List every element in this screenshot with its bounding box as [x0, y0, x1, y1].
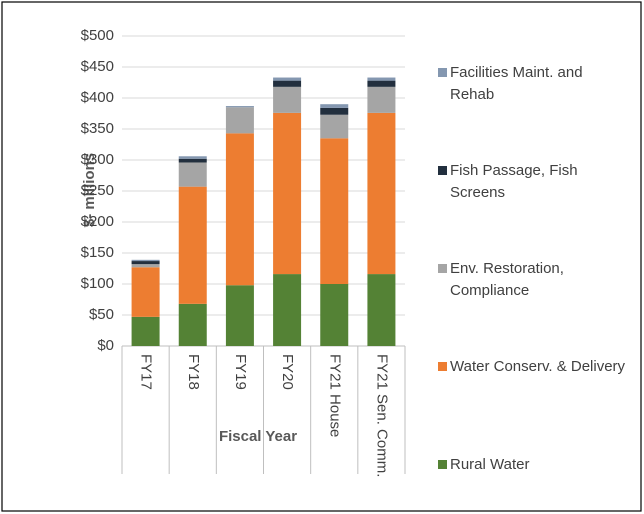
bar-segment	[178, 303, 207, 346]
bar-segment	[178, 162, 207, 187]
bar-segment	[367, 274, 396, 346]
y-tick-label: $200	[81, 213, 114, 230]
bar-segment	[320, 284, 349, 346]
y-tick-label: $100	[81, 275, 114, 292]
x-tick-label: FY20	[279, 354, 296, 390]
legend-label: Water Conserv. & Delivery	[450, 358, 626, 375]
legend-swatch	[438, 460, 447, 469]
bar-segment	[273, 77, 302, 81]
legend-label: Facilities Maint. and Rehab	[450, 64, 583, 103]
y-tick-label: $150	[81, 244, 114, 261]
x-tick-label: FY19	[232, 354, 249, 390]
y-tick-label: $500	[81, 27, 114, 44]
x-tick-label: FY17	[138, 354, 155, 390]
bar-segment	[273, 112, 302, 275]
legend-swatch	[438, 166, 447, 175]
bar-segment	[178, 158, 207, 163]
x-axis-title: Fiscal Year	[219, 428, 297, 445]
legend-swatch	[438, 362, 447, 371]
legend-label: Rural Water	[450, 456, 530, 473]
bar-segment	[131, 316, 160, 346]
y-tick-label: $450	[81, 58, 114, 75]
y-tick-label: $350	[81, 120, 114, 137]
bar-segment	[367, 112, 396, 275]
x-tick-label: FY21 House	[326, 354, 343, 437]
bar-segment	[320, 114, 349, 139]
bar-segment	[131, 261, 160, 265]
bar-segment	[273, 80, 302, 87]
bar-segment	[367, 80, 396, 87]
bar-segment	[225, 106, 254, 108]
legend-swatch	[438, 264, 447, 273]
bar-segment	[367, 77, 396, 81]
legend-label: Env. Restoration, Compliance	[450, 260, 564, 299]
bar-segment	[273, 86, 302, 113]
x-tick-label: FY18	[185, 354, 202, 390]
bar-segment	[178, 156, 207, 159]
bar-segment	[178, 186, 207, 304]
bar-segment	[320, 138, 349, 284]
y-tick-label: $250	[81, 182, 114, 199]
bar-segment	[273, 274, 302, 346]
legend-swatch	[438, 68, 447, 77]
y-axis-title: $- millions	[81, 153, 98, 227]
y-tick-label: $50	[89, 306, 114, 323]
bar-segment	[131, 259, 160, 262]
bar-segment	[225, 107, 254, 134]
x-tick-label: FY21 Sen. Comm.	[373, 354, 390, 477]
y-tick-label: $400	[81, 89, 114, 106]
bar-segment	[367, 86, 396, 113]
legend-label: Fish Passage, Fish Screens	[450, 162, 578, 201]
bar-segment	[131, 267, 160, 317]
y-tick-label: $0	[97, 337, 114, 354]
bar-segment	[320, 104, 349, 108]
bar-segment	[320, 107, 349, 115]
y-tick-label: $300	[81, 151, 114, 168]
bar-segment	[131, 264, 160, 268]
bar-segment	[225, 285, 254, 346]
bar-segment	[225, 133, 254, 286]
